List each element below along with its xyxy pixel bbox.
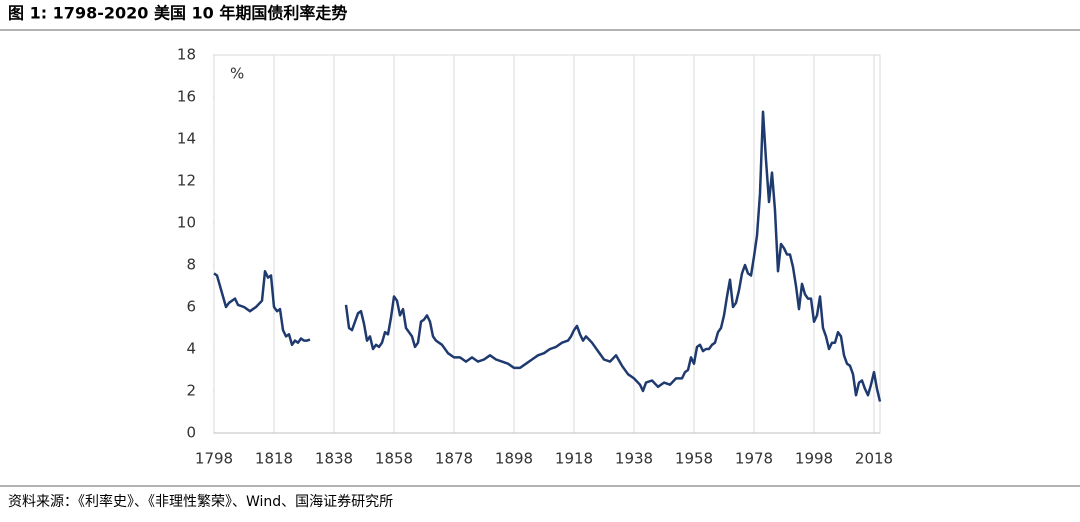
x-tick-label: 2018: [855, 450, 893, 468]
x-tick-label: 1998: [795, 450, 833, 468]
x-tick-label: 1878: [435, 450, 473, 468]
y-tick-label: 0: [186, 424, 196, 442]
x-tick-label: 1918: [555, 450, 593, 468]
x-tick-label: 1838: [315, 450, 353, 468]
unit-label: %: [230, 65, 244, 83]
source: 资料来源：《利率史》、《非理性繁荣》、Wind、国海证券研究所: [8, 493, 393, 510]
x-tick-label: 1818: [255, 450, 293, 468]
y-tick-label: 2: [186, 382, 196, 400]
x-tick-label: 1898: [495, 450, 533, 468]
chart-title: 图 1: 1798-2020 美国 10 年期国债利率走势: [8, 4, 347, 23]
y-tick-label: 4: [186, 340, 196, 358]
y-tick-label: 16: [177, 88, 196, 106]
x-tick-label: 1958: [675, 450, 713, 468]
x-tick-label: 1978: [735, 450, 773, 468]
y-tick-label: 10: [177, 214, 196, 232]
x-tick-label: 1798: [195, 450, 233, 468]
y-tick-label: 6: [186, 298, 196, 316]
x-tick-label: 1858: [375, 450, 413, 468]
y-tick-label: 12: [177, 172, 196, 190]
y-tick-label: 14: [177, 130, 196, 148]
x-tick-label: 1938: [615, 450, 653, 468]
y-tick-label: 8: [186, 256, 196, 274]
series-line: [213, 110, 882, 402]
y-tick-label: 18: [177, 46, 196, 64]
